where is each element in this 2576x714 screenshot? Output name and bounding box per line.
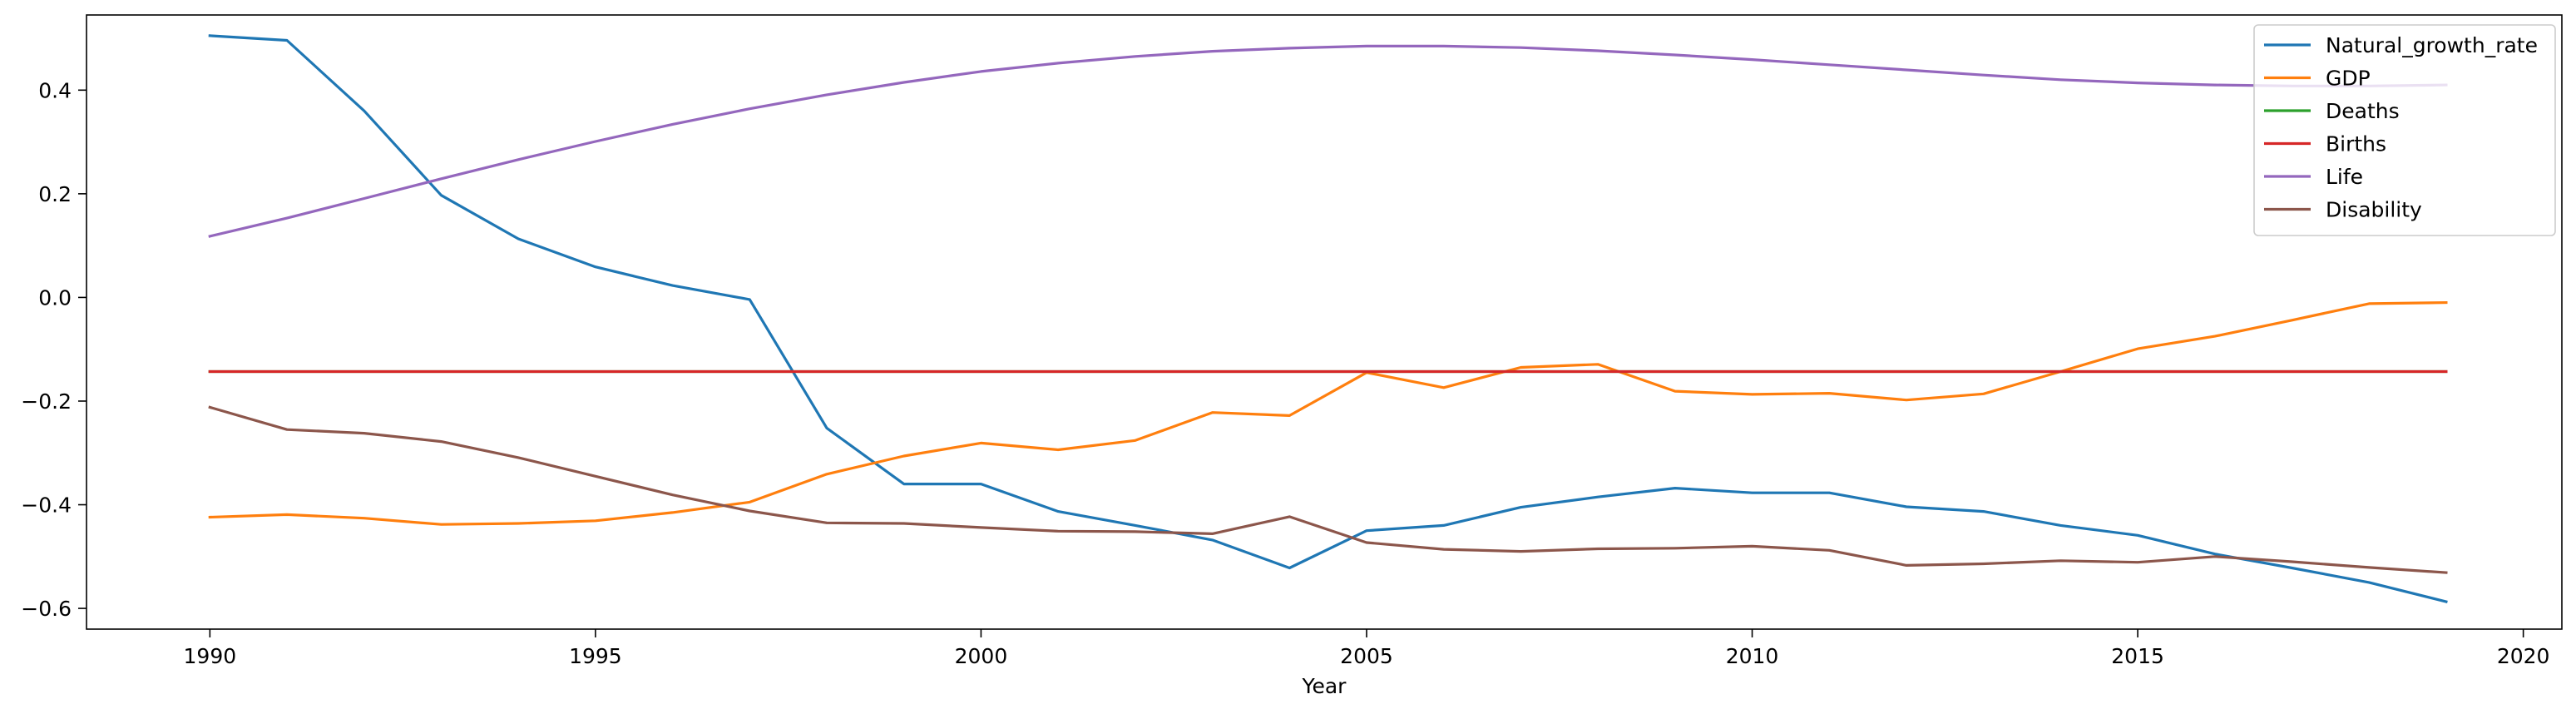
- y-tick-label: 0.4: [38, 78, 72, 102]
- legend-label-life: Life: [2326, 165, 2363, 189]
- y-tick-label: −0.6: [21, 597, 72, 621]
- series-line-gdp: [208, 300, 2448, 526]
- x-tick-label: 2010: [1726, 644, 1779, 668]
- legend-label-disability: Disability: [2326, 198, 2422, 222]
- legend-label-natural-growth-rate: Natural_growth_rate: [2326, 33, 2538, 57]
- series-lines: [208, 34, 2448, 603]
- plot-frame: [86, 14, 2563, 630]
- y-tick-label: 0.2: [38, 182, 72, 206]
- legend-label-gdp: GDP: [2326, 67, 2371, 91]
- y-tick-label: 0.0: [38, 285, 72, 310]
- legend-label-births: Births: [2326, 132, 2386, 156]
- x-tick-label: 2000: [955, 644, 1008, 668]
- x-axis-label: Year: [1302, 674, 1347, 698]
- series-line-natural-growth-rate: [208, 34, 2448, 603]
- y-axis: 0.4 0.2 0.0 −0.2 −0.4 −0.6: [21, 78, 87, 621]
- x-tick-label: 1995: [569, 644, 622, 668]
- legend: Natural_growth_rate GDP Deaths Births Life Di…: [2253, 24, 2556, 236]
- series-line-life: [208, 44, 2448, 238]
- x-axis: 1990 1995 2000 2005 2010 2015 2020: [184, 629, 2550, 668]
- y-tick-label: −0.4: [21, 493, 72, 518]
- x-tick-label: 2015: [2111, 644, 2164, 668]
- legend-box: [2253, 24, 2556, 236]
- x-tick-label: 1990: [184, 644, 237, 668]
- x-tick-label: 2020: [2497, 644, 2550, 668]
- y-tick-label: −0.2: [21, 389, 72, 414]
- plot-area: [86, 14, 2563, 630]
- series-line-disability: [208, 405, 2448, 574]
- x-tick-label: 2005: [1340, 644, 1393, 668]
- legend-label-deaths: Deaths: [2326, 99, 2400, 123]
